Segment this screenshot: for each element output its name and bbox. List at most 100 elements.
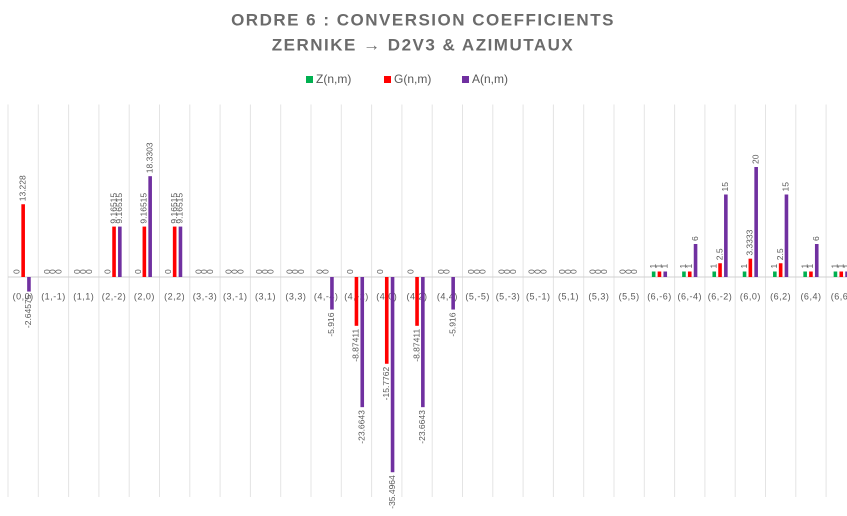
x-tick-label-bg bbox=[163, 291, 187, 302]
data-label: 0 bbox=[193, 269, 203, 274]
legend-label: A(n,m) bbox=[472, 72, 508, 86]
x-tick-label-bg bbox=[646, 291, 673, 302]
data-label: 1 bbox=[830, 264, 840, 269]
bar bbox=[172, 226, 177, 277]
x-tick-label-bg bbox=[494, 291, 522, 302]
data-label: 0 bbox=[133, 269, 143, 274]
data-label: 1 bbox=[684, 264, 694, 269]
bar bbox=[178, 226, 183, 277]
data-label: 1 bbox=[841, 264, 847, 269]
data-label: 0 bbox=[623, 269, 633, 274]
data-label: 0 bbox=[199, 269, 209, 274]
bar bbox=[415, 277, 419, 326]
bar bbox=[360, 277, 365, 408]
data-label: 0 bbox=[315, 269, 325, 274]
data-label: 15 bbox=[720, 182, 730, 192]
bar bbox=[712, 271, 717, 277]
bar bbox=[118, 226, 122, 277]
x-tick-label: (5,-5) bbox=[465, 291, 490, 301]
bar bbox=[651, 271, 656, 277]
x-tick-label: (4,4) bbox=[437, 291, 458, 301]
x-tick-label: (6,-6) bbox=[647, 291, 672, 301]
x-tick-label: (2,0) bbox=[134, 291, 155, 301]
x-tick-label: (3,-1) bbox=[223, 291, 248, 301]
data-label: 0 bbox=[442, 269, 452, 274]
bar bbox=[390, 277, 395, 473]
bar bbox=[718, 263, 722, 277]
bar bbox=[354, 277, 359, 326]
data-label: 9.16515 bbox=[114, 193, 124, 224]
x-tick-label-bg bbox=[557, 291, 581, 302]
data-label: 0 bbox=[527, 269, 537, 274]
x-tick-label: (5,5) bbox=[619, 291, 640, 301]
data-label: 0 bbox=[496, 269, 506, 274]
data-label: 0 bbox=[569, 269, 579, 274]
bar bbox=[112, 226, 116, 277]
data-label: 1 bbox=[648, 264, 658, 269]
legend-label: Z(n,m) bbox=[316, 72, 351, 86]
bar bbox=[148, 176, 152, 277]
bar bbox=[330, 277, 334, 310]
x-tick-label-bg bbox=[11, 291, 35, 302]
data-label: 0 bbox=[557, 269, 567, 274]
x-tick-label: (6,6) bbox=[831, 291, 847, 301]
x-tick-label-bg bbox=[738, 291, 762, 302]
data-label: 0 bbox=[42, 269, 52, 274]
data-label: 0 bbox=[629, 269, 639, 274]
bar bbox=[773, 271, 777, 277]
x-tick-label: (3,1) bbox=[255, 291, 276, 301]
data-label: 0 bbox=[533, 269, 543, 274]
x-tick-label: (6,-2) bbox=[708, 291, 733, 301]
bar bbox=[809, 271, 813, 277]
x-tick-label-bg bbox=[706, 291, 734, 302]
bar bbox=[845, 271, 847, 277]
bar bbox=[693, 244, 698, 277]
data-label: 0 bbox=[54, 269, 64, 274]
x-tick-label: (3,-3) bbox=[193, 291, 218, 301]
bar bbox=[748, 258, 753, 277]
x-tick-label: (0,0) bbox=[13, 291, 34, 301]
data-label: 0 bbox=[599, 269, 609, 274]
data-label: -23.6643 bbox=[417, 410, 427, 444]
data-label: 1 bbox=[769, 264, 779, 269]
x-tick-label-bg bbox=[464, 291, 491, 302]
data-label: 13.228 bbox=[17, 175, 27, 201]
data-label: 0 bbox=[436, 269, 446, 274]
x-tick-label: (6,0) bbox=[740, 291, 761, 301]
bar bbox=[784, 194, 789, 277]
bar bbox=[742, 271, 747, 277]
data-label: 0 bbox=[290, 269, 300, 274]
data-label: 0 bbox=[78, 269, 88, 274]
x-tick-label-bg bbox=[312, 291, 340, 302]
bar bbox=[687, 271, 692, 277]
bar bbox=[724, 194, 728, 277]
x-tick-label-bg bbox=[435, 291, 459, 302]
bar bbox=[682, 271, 686, 277]
bar bbox=[27, 277, 31, 292]
x-tick-label-bg bbox=[284, 291, 308, 302]
x-tick-label: (5,3) bbox=[588, 291, 609, 301]
bar bbox=[421, 277, 425, 408]
data-label: -2.64575 bbox=[23, 294, 33, 328]
data-label: 1 bbox=[660, 264, 670, 269]
data-label: 2.5 bbox=[714, 248, 724, 260]
x-tick-label-bg bbox=[829, 291, 847, 302]
data-label: 6 bbox=[811, 236, 821, 241]
x-tick-label-bg bbox=[72, 291, 96, 302]
data-label: 0 bbox=[296, 269, 306, 274]
data-label: 9.16515 bbox=[139, 193, 149, 224]
data-label: 0 bbox=[48, 269, 58, 274]
legend-label: G(n,m) bbox=[394, 72, 431, 86]
x-tick-label: (5,-3) bbox=[496, 291, 521, 301]
data-label: 15 bbox=[781, 182, 791, 192]
data-label: 0 bbox=[618, 269, 628, 274]
data-label: 1 bbox=[805, 264, 815, 269]
data-label: 9.16515 bbox=[169, 193, 179, 224]
data-label: 1 bbox=[654, 264, 664, 269]
data-label: 0 bbox=[466, 269, 476, 274]
x-tick-label-bg bbox=[40, 291, 67, 302]
data-label: 0 bbox=[502, 269, 512, 274]
data-label: 0 bbox=[260, 269, 270, 274]
data-label: 0 bbox=[230, 269, 240, 274]
